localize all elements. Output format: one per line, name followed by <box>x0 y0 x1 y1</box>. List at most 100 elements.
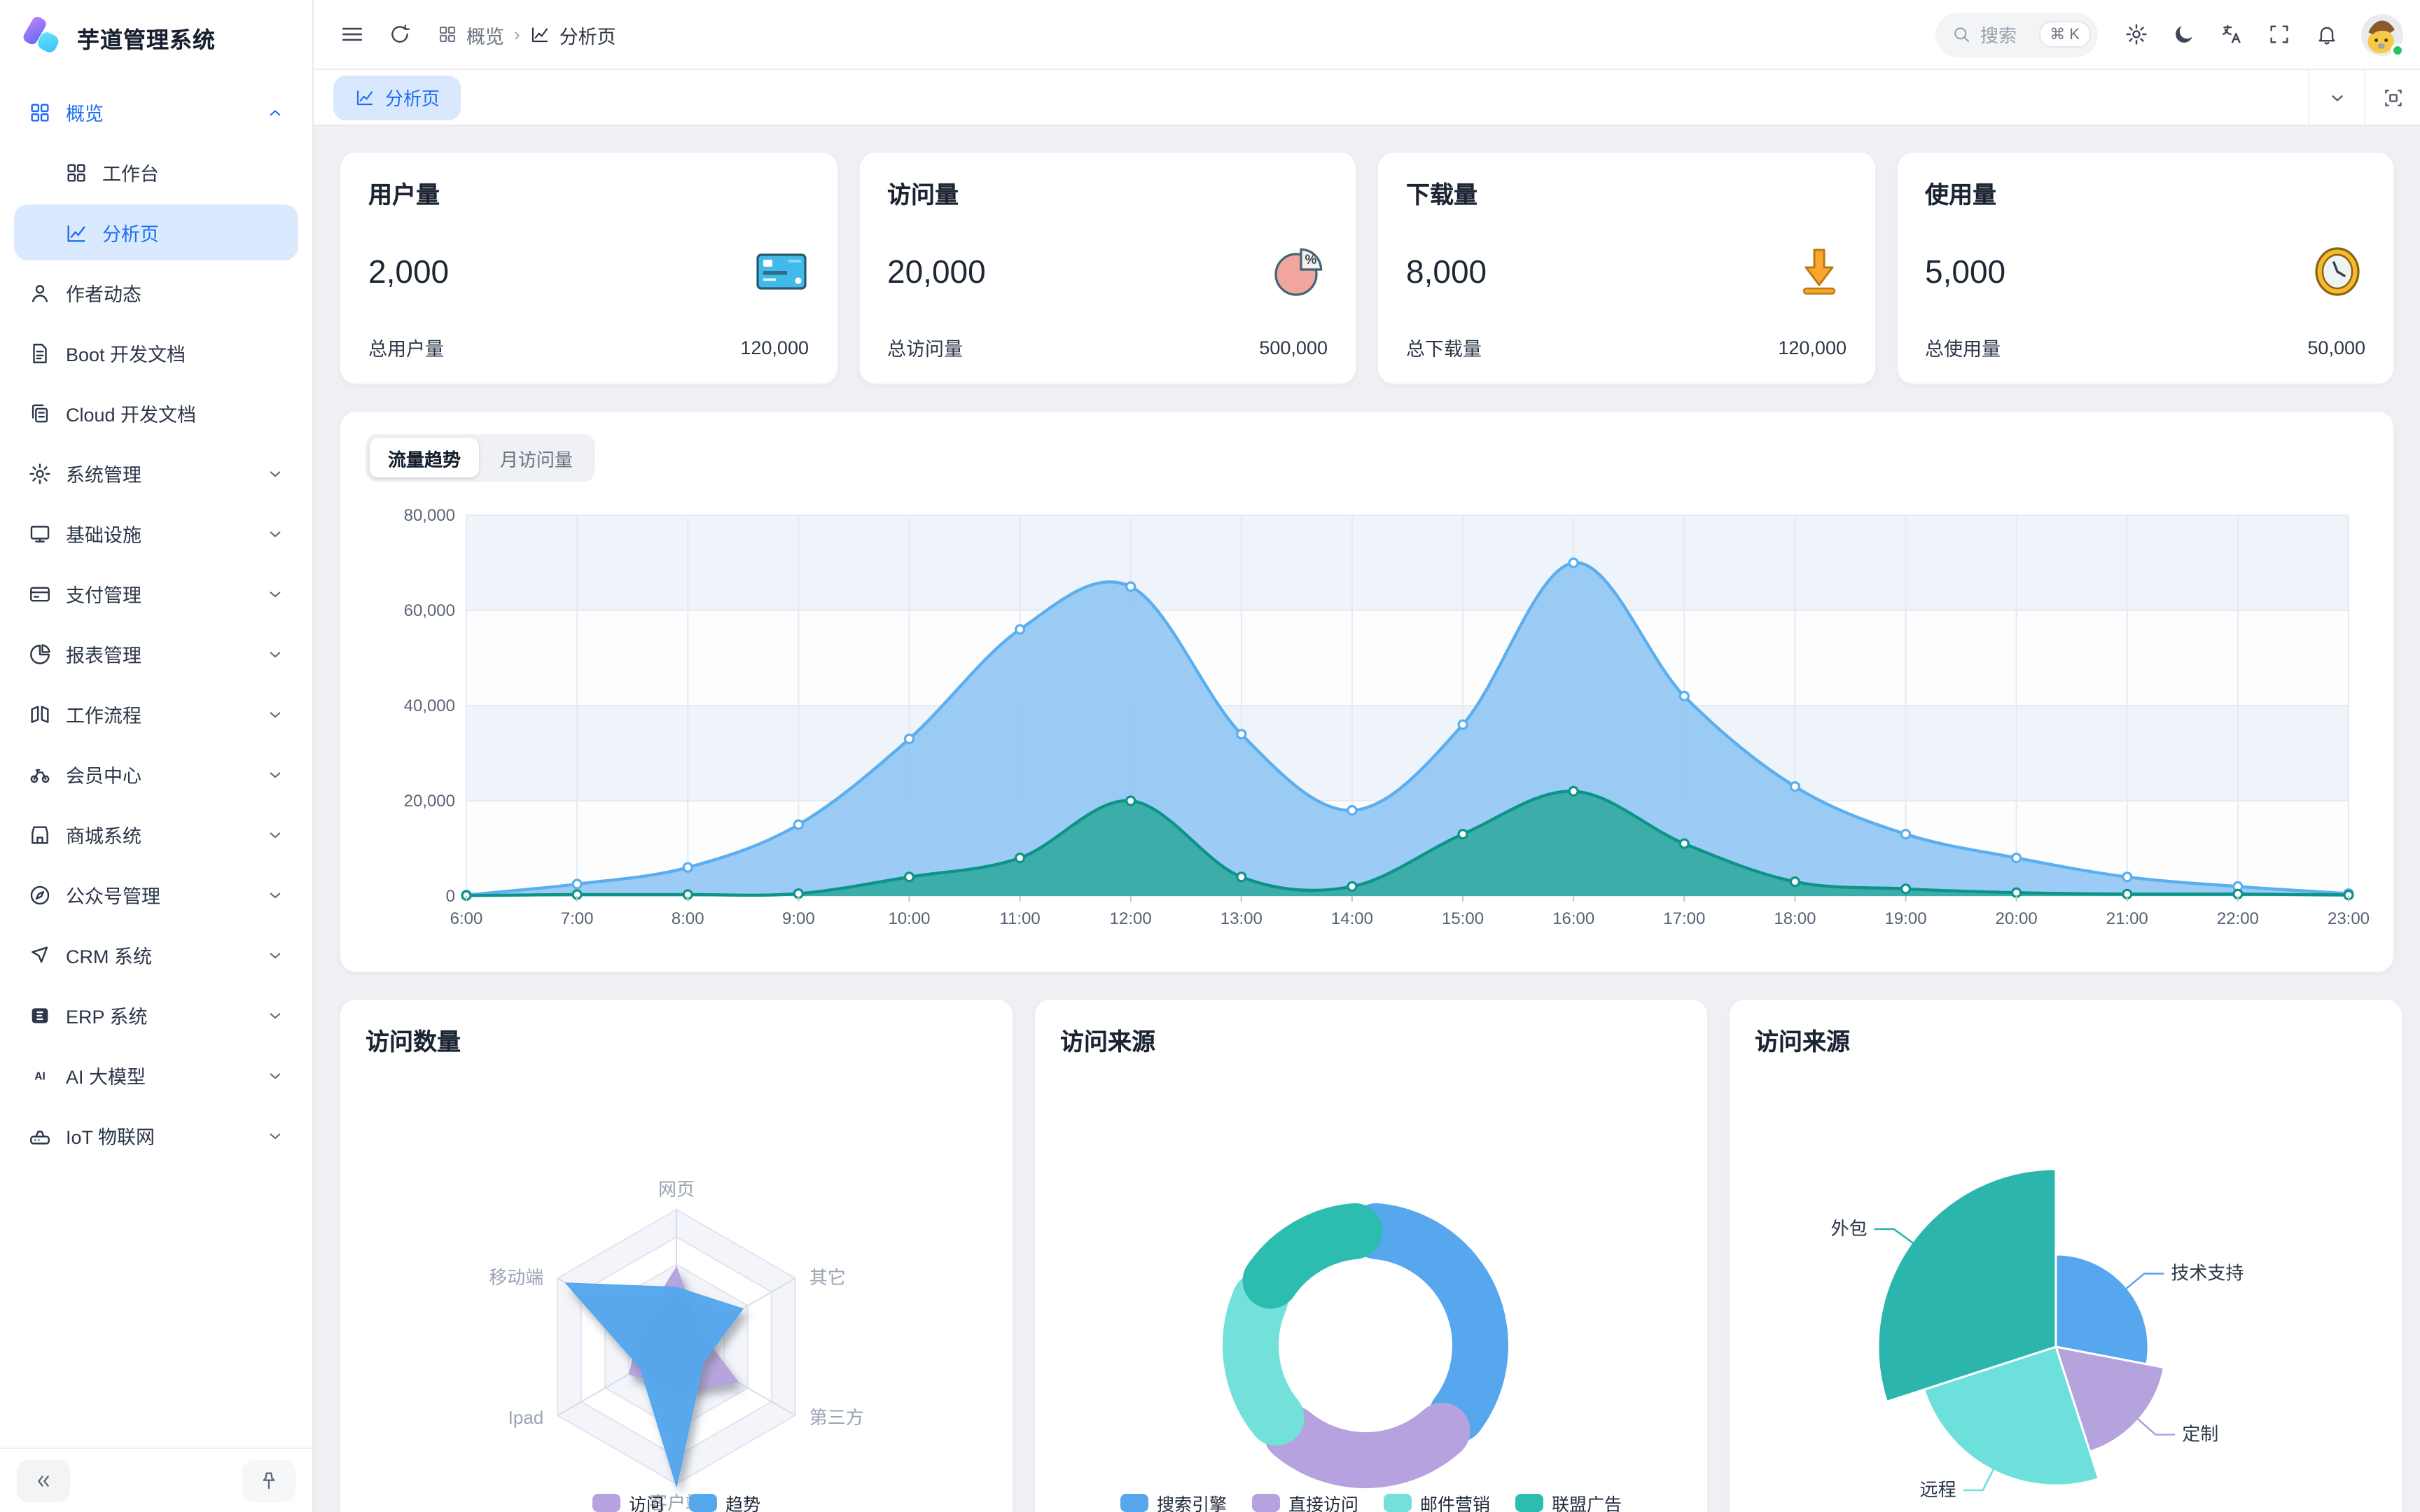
sidebar-item-公众号管理[interactable]: 公众号管理 <box>14 867 298 923</box>
content-maximize-button[interactable] <box>2364 70 2420 125</box>
svg-text:40,000: 40,000 <box>404 696 455 715</box>
svg-text:14:00: 14:00 <box>1331 909 1373 928</box>
ai-icon: AI <box>27 1063 52 1088</box>
sidebar-item-作者动态[interactable]: 作者动态 <box>14 265 298 321</box>
svg-text:外包: 外包 <box>1831 1218 1868 1239</box>
sidebar-item-label: 概览 <box>66 104 104 125</box>
sidebar-item-label: AI 大模型 <box>66 1067 146 1088</box>
svg-text:21:00: 21:00 <box>2106 909 2148 928</box>
fullscreen-icon <box>2267 22 2290 46</box>
gear-icon <box>27 461 52 486</box>
chart-icon <box>354 87 375 108</box>
chevron-down-icon <box>265 944 286 965</box>
sidebar-collapse-button[interactable] <box>17 1460 70 1502</box>
svg-text:22:00: 22:00 <box>2217 909 2259 928</box>
bell-icon <box>2314 22 2338 46</box>
sidebar-item-报表管理[interactable]: 报表管理 <box>14 626 298 682</box>
sidebar-item-商城系统[interactable]: 商城系统 <box>14 806 298 862</box>
sidebar-item-Boot 开发文档[interactable]: Boot 开发文档 <box>14 325 298 381</box>
settings-button[interactable] <box>2115 13 2157 55</box>
search-shortcut-badge: ⌘ K <box>2038 21 2091 48</box>
svg-text:%: % <box>1305 253 1317 267</box>
hamburger-menu-button[interactable] <box>331 13 373 55</box>
svg-text:AI: AI <box>34 1070 45 1082</box>
tab-analysis[interactable]: 分析页 <box>333 75 461 120</box>
grid-icon <box>27 99 52 125</box>
sidebar-item-ERP 系统[interactable]: ERP 系统 <box>14 987 298 1043</box>
stat-total-value: 50,000 <box>2307 337 2365 358</box>
card-icon <box>27 581 52 606</box>
legend-item-搜索引擎[interactable]: 搜索引擎 <box>1120 1490 1227 1512</box>
notifications-button[interactable] <box>2305 13 2347 55</box>
sidebar-item-CRM 系统[interactable]: CRM 系统 <box>14 927 298 983</box>
legend-item-直接访问[interactable]: 直接访问 <box>1251 1490 1358 1512</box>
fullscreen-button[interactable] <box>2258 13 2300 55</box>
compass-icon <box>27 882 52 907</box>
translate-icon <box>2219 22 2243 46</box>
sidebar-item-Cloud 开发文档[interactable]: Cloud 开发文档 <box>14 385 298 441</box>
sidebar-item-工作台[interactable]: 工作台 <box>14 144 298 200</box>
legend-item-联盟广告[interactable]: 联盟广告 <box>1515 1490 1622 1512</box>
svg-text:远程: 远程 <box>1920 1479 1956 1500</box>
iot-icon <box>27 1123 52 1148</box>
chevron-down-icon <box>265 764 286 785</box>
app-logo[interactable]: 芋道管理系统 <box>0 0 312 76</box>
visit-source-pie-card: 访问来源 技术支持 定制 远程 外包 <box>1728 998 2403 1512</box>
tabbar-actions <box>2308 70 2420 125</box>
legend-item-邮件营销[interactable]: 邮件营销 <box>1384 1490 1490 1512</box>
card-title: 访问数量 <box>366 1029 461 1056</box>
sidebar-item-概览[interactable]: 概览 <box>14 84 298 140</box>
docs-icon <box>27 400 52 426</box>
sidebar: 芋道管理系统 概览工作台 分析页作者动态 Boot 开发文档 Cloud 开发文档 系统… <box>0 0 314 1512</box>
trend-tab-流量趋势[interactable]: 流量趋势 <box>370 438 480 477</box>
breadcrumb-item-概览[interactable]: 概览 <box>437 20 504 48</box>
legend-swatch <box>1251 1494 1280 1512</box>
trend-tabs: 流量趋势 月访问量 <box>366 434 596 482</box>
sidebar-item-会员中心[interactable]: 会员中心 <box>14 746 298 802</box>
grid-icon <box>63 160 88 185</box>
language-button[interactable] <box>2210 13 2252 55</box>
trend-tab-月访问量[interactable]: 月访问量 <box>482 438 591 477</box>
refresh-button[interactable] <box>378 13 420 55</box>
chart-icon <box>63 220 88 245</box>
download-icon <box>1790 244 1847 300</box>
legend-swatch <box>1384 1494 1412 1512</box>
sidebar-item-label: 支付管理 <box>66 585 141 606</box>
dark-mode-toggle[interactable] <box>2162 13 2204 55</box>
sidebar-item-label: 作者动态 <box>66 284 141 305</box>
tab-list-dropdown-button[interactable] <box>2308 70 2364 125</box>
monitor-icon <box>27 521 52 546</box>
grid-icon <box>437 24 458 45</box>
logo-icon <box>20 15 64 60</box>
svg-text:19:00: 19:00 <box>1884 909 1926 928</box>
stat-card-用户量: 用户量 2,000 总用户量 120,000 <box>339 151 838 385</box>
sidebar-pin-button[interactable] <box>242 1460 295 1502</box>
sidebar-item-label: 工作流程 <box>66 706 141 727</box>
sidebar-item-支付管理[interactable]: 支付管理 <box>14 566 298 622</box>
sidebar-item-系统管理[interactable]: 系统管理 <box>14 445 298 501</box>
stat-title: 下载量 <box>1406 182 1477 209</box>
chevron-down-icon <box>265 704 286 724</box>
search-input[interactable]: 搜索 ⌘ K <box>1935 12 2098 57</box>
app-title: 芋道管理系统 <box>77 29 216 53</box>
stat-total-label: 总使用量 <box>1925 339 2001 360</box>
sidebar-nav: 概览工作台 分析页作者动态 Boot 开发文档 Cloud 开发文档 系统管理 基础设施支… <box>0 76 312 1448</box>
pie-icon <box>27 641 52 666</box>
breadcrumb-item-分析页[interactable]: 分析页 <box>530 20 616 48</box>
sidebar-item-IoT 物联网[interactable]: IoT 物联网 <box>14 1107 298 1163</box>
breadcrumb-separator: › <box>514 24 520 45</box>
legend-item-趋势[interactable]: 趋势 <box>689 1490 760 1512</box>
stat-value: 2,000 <box>368 253 450 289</box>
legend-swatch <box>592 1494 620 1512</box>
sidebar-item-基础设施[interactable]: 基础设施 <box>14 505 298 561</box>
sidebar-item-AI 大模型[interactable]: AI AI 大模型 <box>14 1047 298 1103</box>
user-avatar[interactable] <box>2361 13 2405 57</box>
stat-cards-row: 用户量 2,000 总用户量 120,000 访问量 20,000 % 总访问量 … <box>339 151 2395 385</box>
legend-item-访问[interactable]: 访问 <box>592 1490 664 1512</box>
svg-text:15:00: 15:00 <box>1442 909 1484 928</box>
search-placeholder: 搜索 <box>1980 25 2017 46</box>
stat-card-下载量: 下载量 8,000 总下载量 120,000 <box>1377 151 1876 385</box>
sidebar-item-工作流程[interactable]: 工作流程 <box>14 686 298 742</box>
sidebar-item-分析页[interactable]: 分析页 <box>14 204 298 260</box>
crm-icon <box>27 942 52 967</box>
